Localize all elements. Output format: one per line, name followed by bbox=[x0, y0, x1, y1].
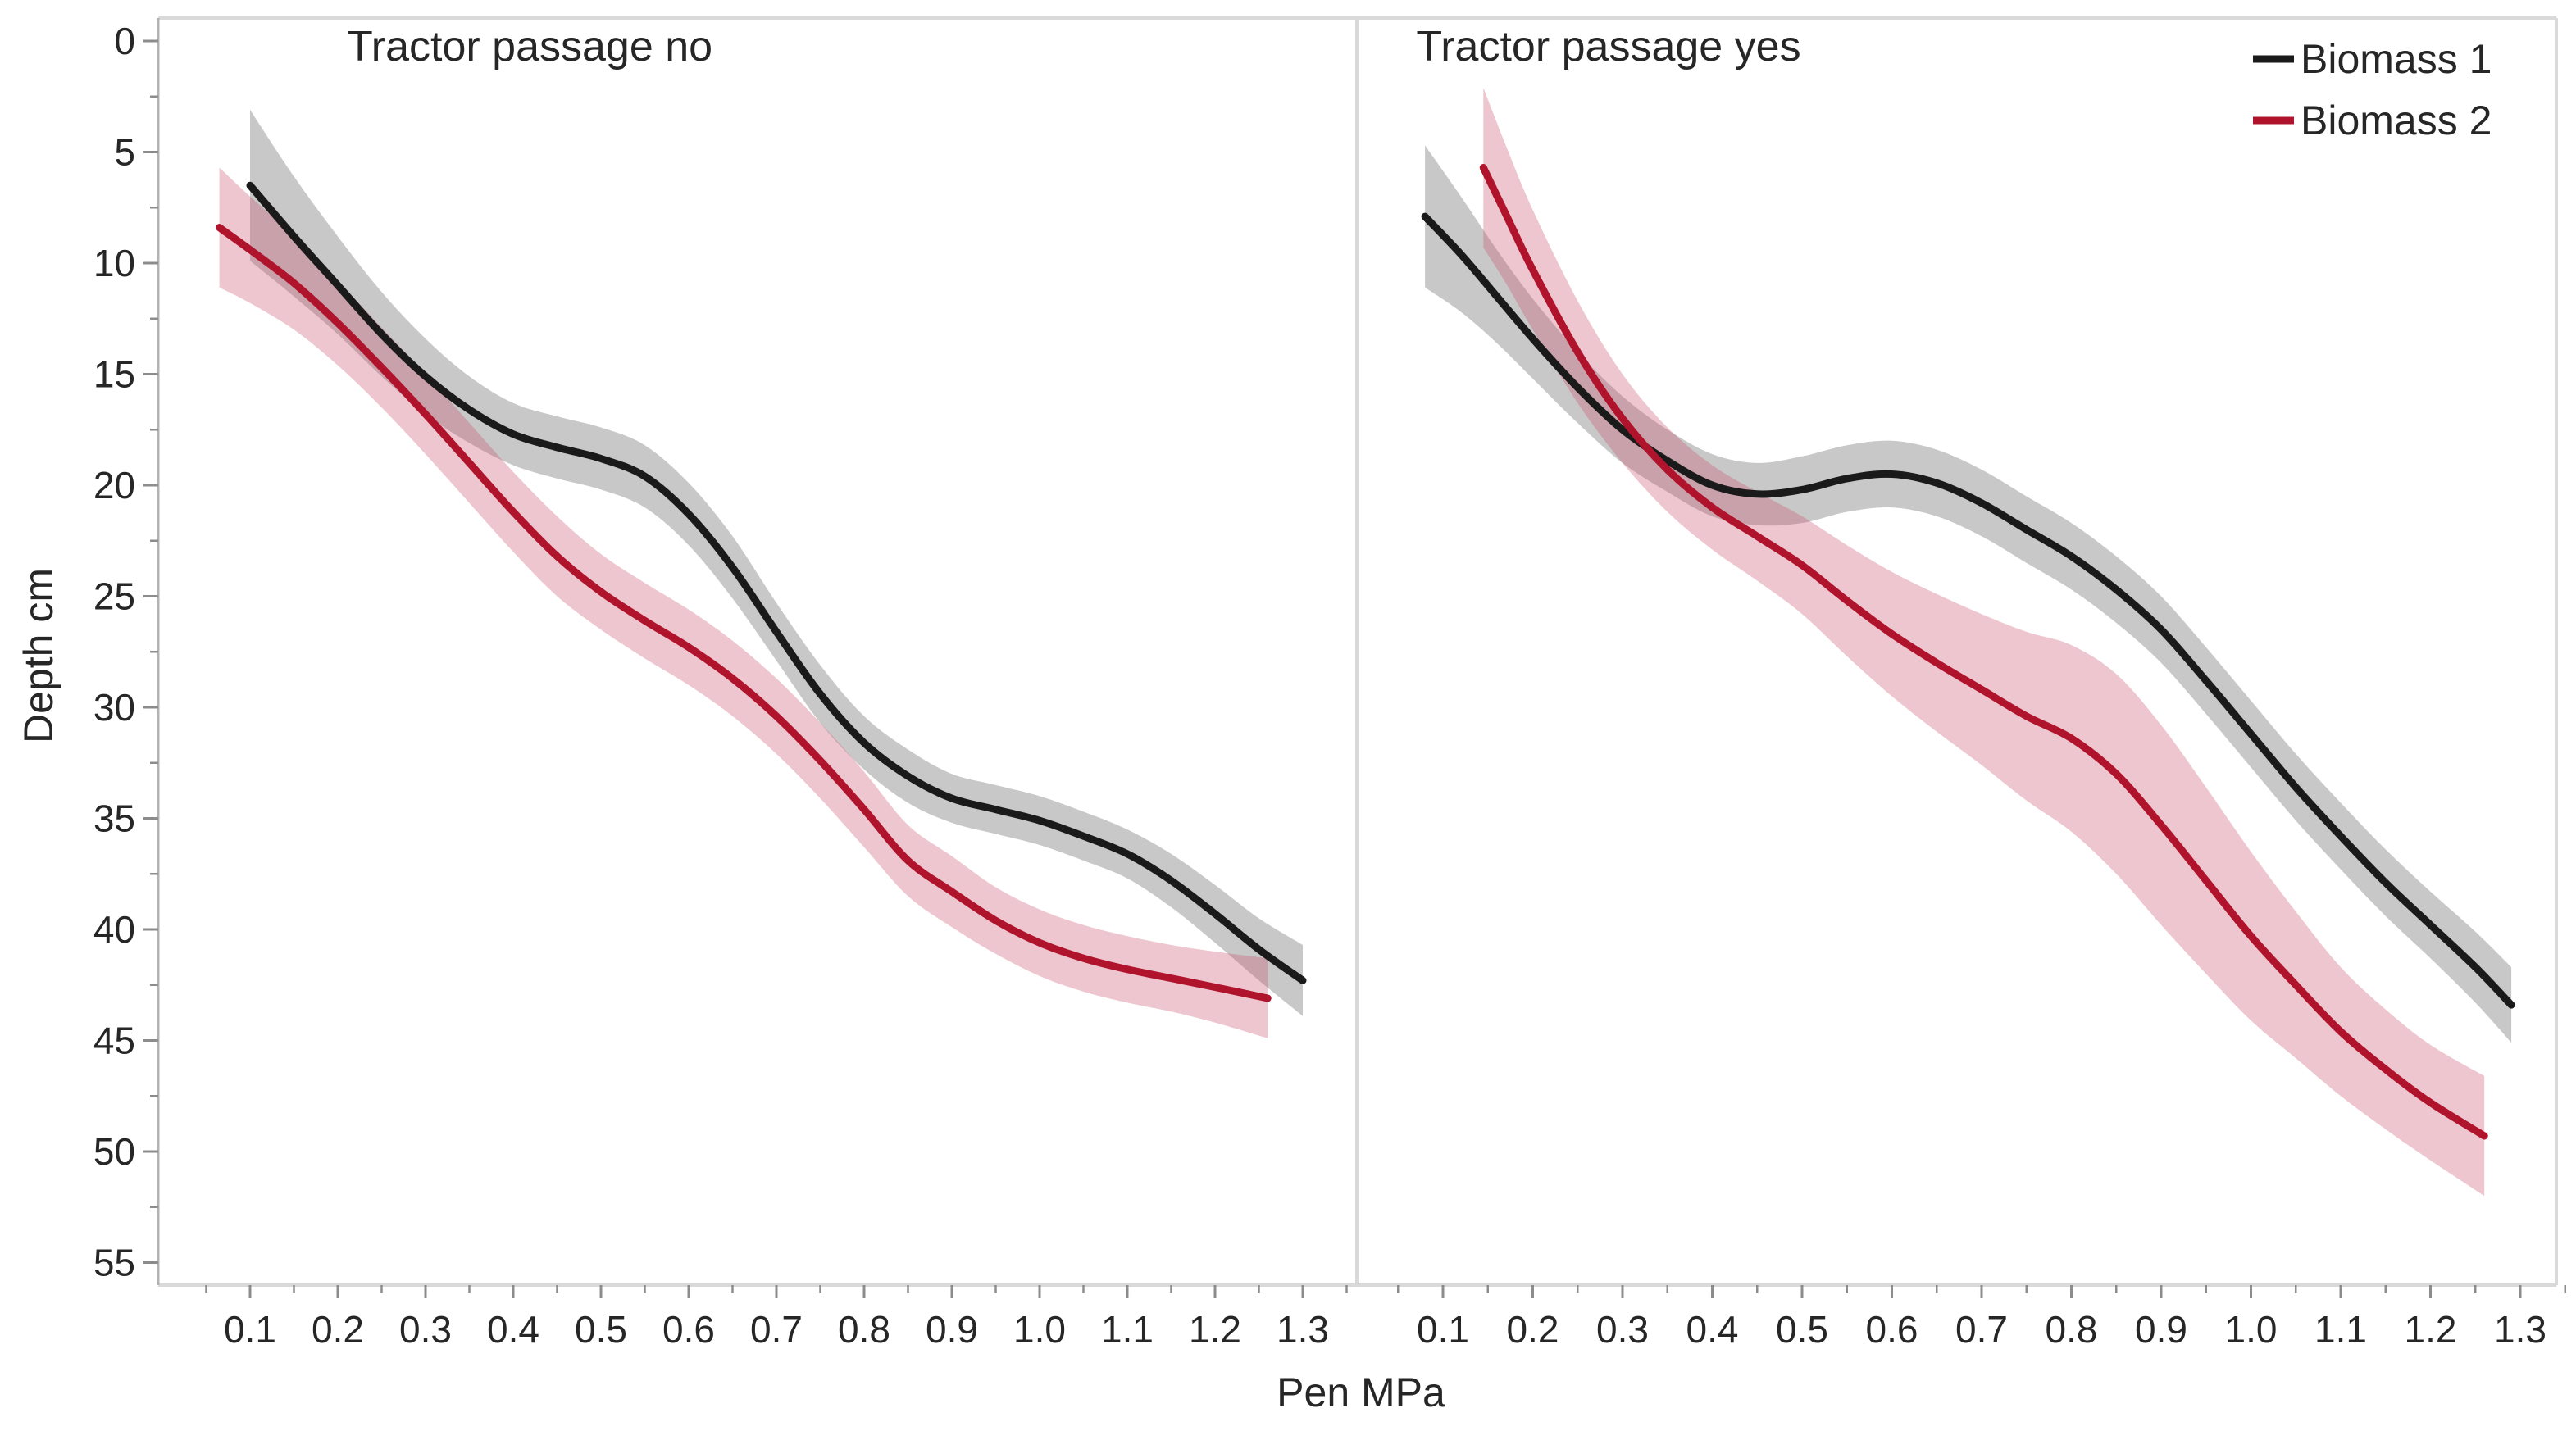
x-tick-label: 0.7 bbox=[750, 1308, 803, 1351]
x-tick-label: 1.1 bbox=[1101, 1308, 1154, 1351]
x-tick-label: 0.8 bbox=[838, 1308, 890, 1351]
y-tick-label: 10 bbox=[93, 242, 135, 284]
x-tick-label: 0.3 bbox=[1596, 1308, 1649, 1351]
y-tick-label: 15 bbox=[93, 353, 135, 396]
x-tick-label: 0.1 bbox=[224, 1308, 276, 1351]
axis-ticks bbox=[143, 39, 2566, 1298]
x-tick-label: 0.5 bbox=[575, 1308, 627, 1351]
biomass1-fit-line bbox=[246, 181, 1307, 984]
y-tick-label: 25 bbox=[93, 575, 135, 618]
axis-tick-labels: 0 5 10 15 20 25 30 35 40 45 50 55 0.1 0.2 0.3 0.4 0.5 0.6… bbox=[93, 20, 2546, 1351]
x-tick-label: 0.8 bbox=[2046, 1308, 2098, 1351]
x-tick-label: 0.1 bbox=[1417, 1308, 1469, 1351]
x-tick-label: 1.0 bbox=[1013, 1308, 1066, 1351]
legend-label-biomass2: Biomass 2 bbox=[2301, 98, 2492, 143]
y-tick-label: 50 bbox=[93, 1130, 135, 1173]
x-tick-label: 1.2 bbox=[2405, 1308, 2457, 1351]
y-axis-label: Depth cm bbox=[16, 568, 61, 743]
y-tick-label: 35 bbox=[93, 797, 135, 840]
x-tick-label: 1.2 bbox=[1189, 1308, 1241, 1351]
x-tick-label: 0.6 bbox=[662, 1308, 715, 1351]
x-tick-label: 1.1 bbox=[2314, 1308, 2367, 1351]
x-tick-label: 1.3 bbox=[1277, 1308, 1329, 1351]
y-tick-label: 40 bbox=[93, 908, 135, 951]
x-tick-label: 0.6 bbox=[1866, 1308, 1918, 1351]
confidence-bands bbox=[219, 87, 2512, 1197]
x-tick-label: 1.0 bbox=[2225, 1308, 2278, 1351]
x-tick-label: 0.9 bbox=[2135, 1308, 2187, 1351]
x-tick-label: 0.2 bbox=[312, 1308, 364, 1351]
y-tick-label: 5 bbox=[114, 131, 135, 174]
biomass2-confidence-band bbox=[219, 167, 1268, 1038]
biomass2-fit-line bbox=[216, 224, 1272, 1002]
x-tick-label: 1.3 bbox=[2494, 1308, 2546, 1351]
y-tick-label: 55 bbox=[93, 1242, 135, 1284]
y-tick-label: 20 bbox=[93, 464, 135, 507]
legend: Biomass 1 Biomass 2 bbox=[2253, 36, 2492, 143]
fit-lines bbox=[216, 164, 2515, 1140]
legend-label-biomass1: Biomass 1 bbox=[2301, 36, 2492, 82]
x-tick-label: 0.4 bbox=[1686, 1308, 1739, 1351]
x-tick-label: 0.3 bbox=[399, 1308, 452, 1351]
y-tick-label: 45 bbox=[93, 1020, 135, 1062]
biomass1-confidence-band bbox=[1425, 145, 2512, 1043]
biomass1-confidence-band bbox=[250, 110, 1303, 1016]
x-tick-label: 0.7 bbox=[1955, 1308, 2008, 1351]
x-axis-label: Pen MPa bbox=[1277, 1370, 1445, 1415]
biomass2-fit-line bbox=[1479, 164, 2488, 1140]
facet-title-right: Tractor passage yes bbox=[1416, 23, 1800, 70]
x-tick-label: 0.5 bbox=[1776, 1308, 1828, 1351]
y-tick-label: 0 bbox=[114, 20, 135, 62]
x-tick-label: 0.9 bbox=[926, 1308, 978, 1351]
x-tick-label: 0.2 bbox=[1507, 1308, 1559, 1351]
biomass1-fit-line bbox=[1421, 212, 2515, 1009]
x-tick-label: 0.4 bbox=[487, 1308, 539, 1351]
facet-title-left: Tractor passage no bbox=[347, 23, 712, 70]
y-tick-label: 30 bbox=[93, 686, 135, 729]
